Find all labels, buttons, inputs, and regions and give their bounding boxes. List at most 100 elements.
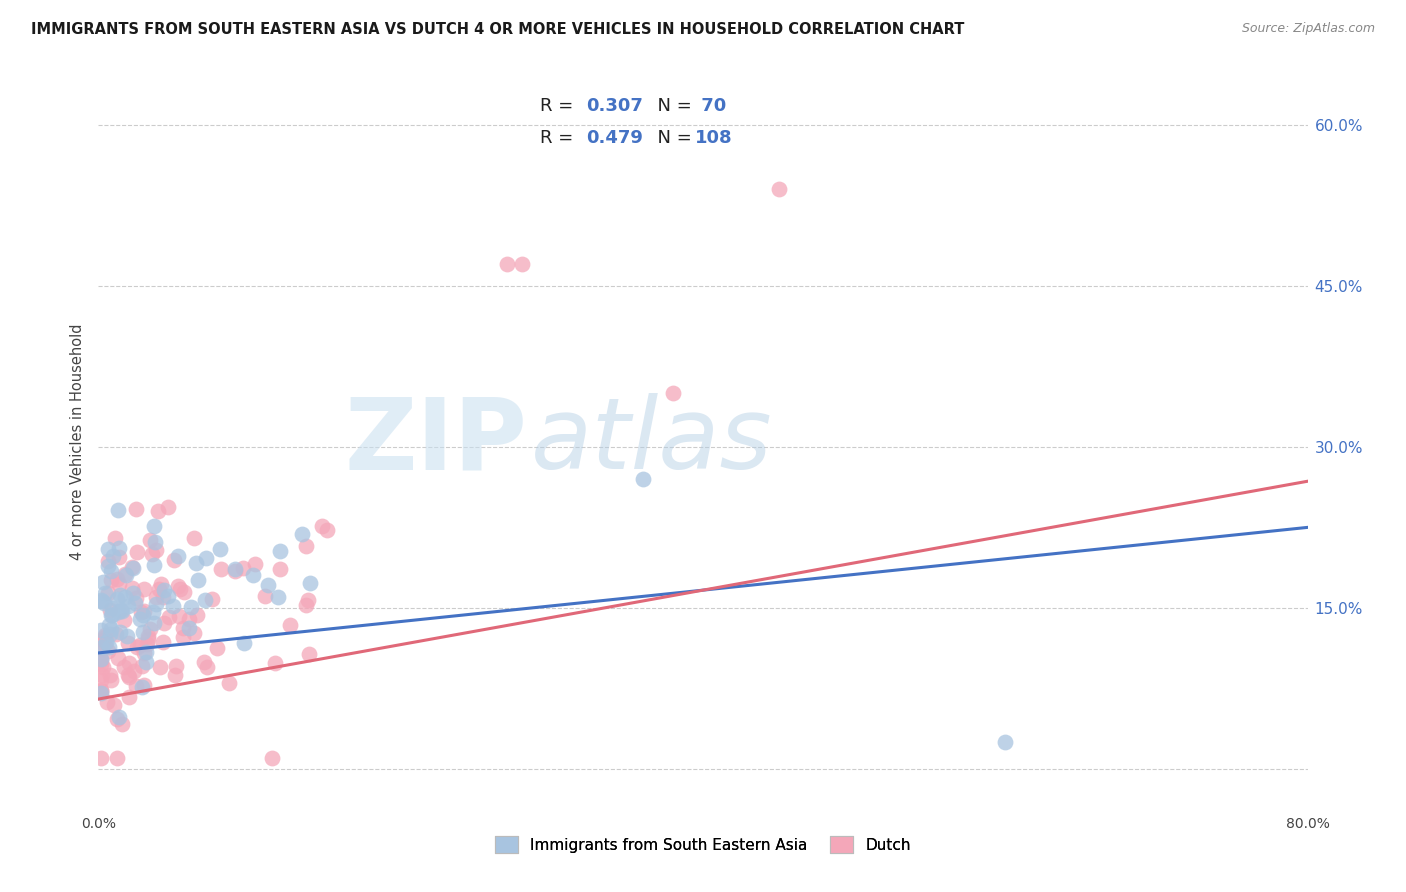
Point: [90, 653, 112, 667]
Text: 108: 108: [695, 129, 733, 147]
Point: [267, 590, 290, 604]
Point: [195, 660, 218, 674]
Point: [495, 258, 517, 272]
Point: [200, 591, 222, 606]
Point: [278, 617, 301, 632]
Point: [124, 597, 146, 611]
Point: [134, 604, 156, 618]
Text: R =: R =: [540, 97, 579, 115]
Legend: Immigrants from South Eastern Asia, Dutch: Immigrants from South Eastern Asia, Dutc…: [489, 830, 917, 860]
Point: [142, 558, 165, 572]
Point: [145, 597, 167, 611]
Point: [269, 562, 291, 576]
Point: [152, 590, 174, 604]
Point: [172, 630, 194, 644]
Point: [142, 519, 165, 533]
Point: [136, 636, 159, 650]
Point: [194, 592, 217, 607]
Point: [94, 628, 117, 642]
Point: [90, 592, 112, 607]
Point: [105, 712, 128, 726]
Point: [163, 552, 186, 566]
Y-axis label: 4 or more Vehicles in Household: 4 or more Vehicles in Household: [69, 323, 84, 560]
Point: [173, 584, 195, 599]
Text: N =: N =: [647, 129, 697, 147]
Point: [91, 640, 114, 654]
Point: [994, 735, 1017, 749]
Point: [90, 657, 112, 671]
Point: [93, 585, 115, 599]
Point: [110, 624, 132, 639]
Point: [104, 531, 127, 545]
Point: [138, 632, 160, 646]
Point: [148, 582, 170, 597]
Point: [90, 641, 112, 656]
Point: [117, 690, 139, 704]
Point: [232, 560, 254, 574]
Point: [98, 626, 121, 640]
Point: [157, 589, 180, 603]
Point: [90, 624, 112, 638]
Point: [121, 581, 143, 595]
Point: [510, 258, 533, 272]
Point: [145, 591, 167, 605]
Point: [118, 656, 141, 670]
Point: [254, 589, 277, 603]
Point: [242, 567, 264, 582]
Point: [193, 655, 215, 669]
Point: [124, 665, 146, 679]
Point: [117, 599, 139, 613]
Point: [90, 683, 112, 698]
Point: [139, 533, 162, 547]
Point: [108, 541, 131, 555]
Point: [186, 556, 208, 570]
Point: [195, 551, 218, 566]
Point: [96, 542, 118, 557]
Point: [142, 605, 165, 619]
Point: [298, 647, 321, 661]
Point: [257, 578, 280, 592]
Point: [91, 633, 114, 648]
Point: [96, 635, 118, 649]
Point: [150, 577, 173, 591]
Point: [121, 586, 143, 600]
Point: [132, 646, 155, 660]
Point: [148, 660, 170, 674]
Point: [295, 539, 318, 553]
Point: [105, 626, 128, 640]
Point: [90, 684, 112, 698]
Text: atlas: atlas: [531, 393, 773, 490]
Point: [97, 559, 120, 574]
Point: [145, 543, 167, 558]
Point: [186, 608, 208, 623]
Point: [100, 608, 122, 623]
Point: [179, 612, 201, 626]
Point: [183, 625, 205, 640]
Point: [165, 659, 187, 673]
Point: [94, 630, 117, 644]
Point: [260, 751, 283, 765]
Point: [103, 698, 125, 713]
Point: [153, 583, 176, 598]
Point: [107, 651, 129, 665]
Point: [90, 673, 112, 687]
Point: [117, 636, 139, 650]
Point: [135, 645, 157, 659]
Point: [90, 751, 112, 765]
Point: [132, 624, 155, 639]
Point: [128, 612, 150, 626]
Point: [98, 603, 121, 617]
Point: [90, 686, 112, 700]
Point: [108, 710, 131, 724]
Point: [131, 659, 153, 673]
Point: [166, 579, 188, 593]
Point: [91, 593, 114, 607]
Point: [291, 526, 314, 541]
Point: [125, 501, 148, 516]
Point: [112, 614, 135, 628]
Text: N =: N =: [647, 97, 697, 115]
Point: [100, 573, 122, 587]
Point: [110, 589, 132, 603]
Point: [100, 673, 122, 687]
Point: [143, 535, 166, 549]
